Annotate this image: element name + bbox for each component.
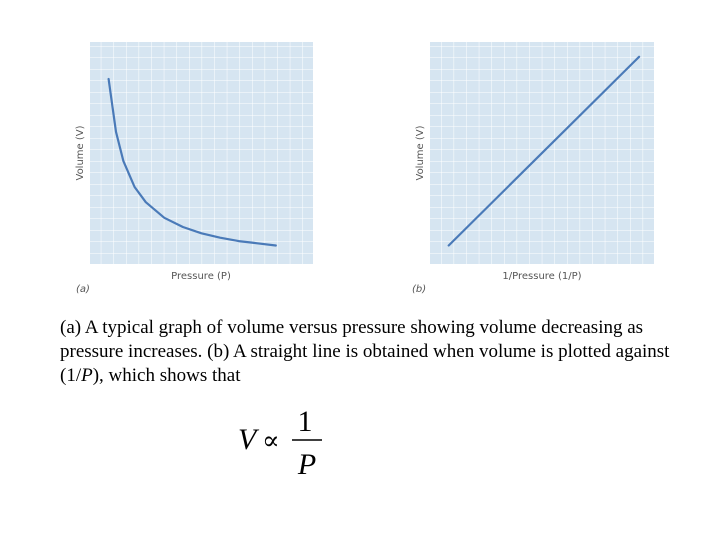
chart-a-xlabel: Pressure (P) <box>171 271 231 282</box>
caption-text-1: (a) A typical graph of volume versus pre… <box>60 317 670 386</box>
proportionality-formula: V ∝ 1 P <box>238 405 322 481</box>
chart-a-grid <box>90 42 313 264</box>
caption-text-2: ), which shows that <box>92 365 241 386</box>
formula-lhs: V <box>238 423 260 456</box>
chart-a: Volume (V) Pressure (P) (a) <box>75 42 313 295</box>
chart-b-xlabel: 1/Pressure (1/P) <box>502 271 581 282</box>
chart-a-ylabel: Volume (V) <box>75 125 86 180</box>
chart-a-series-line <box>107 77 277 247</box>
figure-caption: (a) A typical graph of volume versus pre… <box>60 316 700 388</box>
chart-b: Volume (V) 1/Pressure (1/P) (b) <box>412 42 654 295</box>
chart-a-panel-label: (a) <box>76 284 90 295</box>
chart-b-ylabel: Volume (V) <box>415 125 426 180</box>
chart-b-series-line <box>447 55 641 247</box>
formula-relation: ∝ <box>262 426 280 456</box>
caption-p-letter: P <box>81 365 93 386</box>
formula-denominator: P <box>297 448 316 481</box>
formula-numerator: 1 <box>298 405 313 438</box>
chart-b-panel-label: (b) <box>412 284 426 295</box>
figures-area: Volume (V) Pressure (P) (a) Volume (V) 1… <box>75 42 654 295</box>
